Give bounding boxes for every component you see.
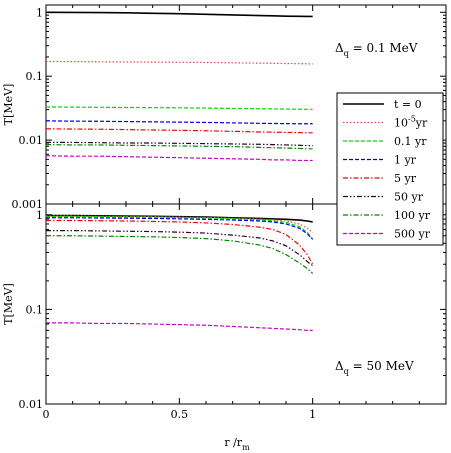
legend-label-4: 1 yr <box>394 154 417 167</box>
series-line-4 <box>45 120 313 125</box>
series-line-5 <box>45 128 313 134</box>
legend-label-5: 5 yr <box>394 172 417 185</box>
x-tick-label: 1 <box>309 408 316 421</box>
legend-label-6: 50 yr <box>394 191 424 204</box>
series-line-7 <box>46 235 314 274</box>
series-line-1 <box>45 11 313 18</box>
series-line-2 <box>45 60 313 65</box>
series-line-1 <box>46 214 313 223</box>
legend: t = 0 10-5yr 0.1 yr 1 yr 5 yr 50 yr 100 yr 500 … <box>336 92 444 246</box>
x-tick-label: 0.5 <box>171 408 189 421</box>
panel-annotation: Δq = 50 MeV <box>335 359 414 376</box>
series-line-6 <box>46 230 314 267</box>
series-line-3 <box>46 215 314 240</box>
series-line-6 <box>46 141 313 147</box>
legend-label-2: 10-5yr <box>394 115 428 130</box>
y-tick-label: 1 <box>36 6 43 19</box>
legend-box <box>336 92 444 246</box>
legend-label-1: t = 0 <box>394 98 422 111</box>
y-tick-label: 0.001 <box>12 198 44 211</box>
y-tick-label: 1 <box>36 209 43 222</box>
y-tick-label: 0.1 <box>26 303 44 316</box>
x-axis-title: r /rm <box>224 436 250 452</box>
legend-label-8: 500 yr <box>394 228 431 241</box>
series-line-4 <box>46 217 314 240</box>
y-tick-label: 0.01 <box>19 134 44 147</box>
y-axis-title: T[MeV] <box>2 283 15 325</box>
y-tick-label: 0.01 <box>19 398 44 411</box>
panel-annotation: Δq = 0.1 MeV <box>335 41 418 58</box>
panel-frame <box>45 203 447 405</box>
y-axis-title: T[MeV] <box>2 84 15 126</box>
panel-bottom: 0.01 0.1 1 T[MeV] Δq = 50 MeV <box>2 203 447 411</box>
series-line-3 <box>45 106 313 110</box>
legend-label-3: 0.1 yr <box>394 135 427 148</box>
panel-top: 0.001 0.01 0.1 1 T[MeV] Δq = 0.1 MeV <box>2 4 447 211</box>
series-line-8 <box>45 155 313 162</box>
x-axis-labels: 0 0.5 1 r /rm <box>43 408 317 452</box>
series-line-5 <box>46 219 314 265</box>
series-line-7 <box>45 144 313 150</box>
series-line-8 <box>46 322 313 331</box>
legend-label-7: 100 yr <box>394 209 431 222</box>
y-tick-label: 0.1 <box>26 70 44 83</box>
x-tick-label: 0 <box>43 408 50 421</box>
